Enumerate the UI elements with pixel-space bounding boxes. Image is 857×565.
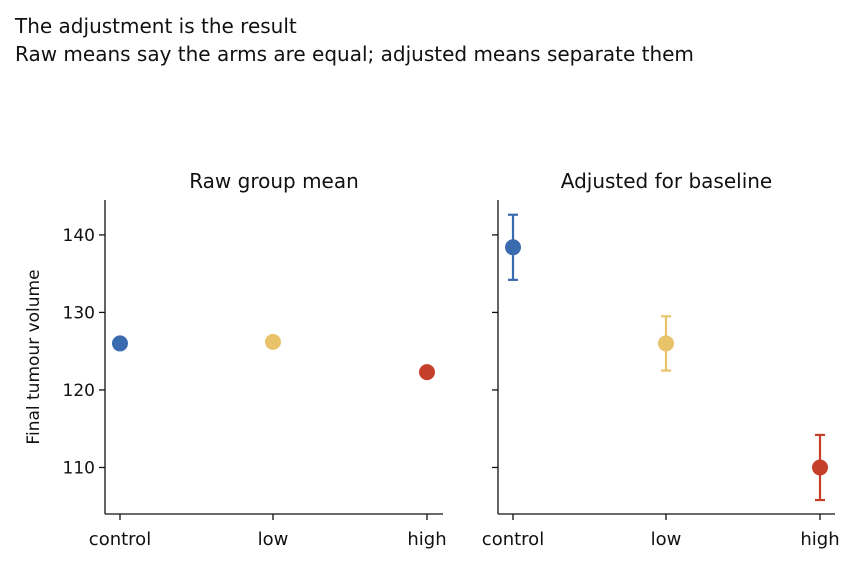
x-tick-label: low [258, 529, 289, 550]
x-tick-label: control [482, 529, 544, 550]
figure-title: The adjustment is the result [15, 14, 297, 38]
point-low [658, 335, 674, 352]
panel-title: Adjusted for baseline [561, 169, 773, 193]
chart-header: The adjustment is the result Raw means s… [15, 12, 694, 68]
point-high [419, 364, 435, 381]
point-control [505, 239, 521, 256]
y-tick-label: 120 [63, 381, 95, 401]
y-axis-label: Final tumour volume [24, 269, 44, 444]
point-low [265, 333, 281, 350]
x-tick-label: high [800, 529, 839, 550]
y-tick-label: 130 [63, 303, 95, 323]
x-tick-label: low [651, 529, 682, 550]
x-tick-label: control [89, 529, 151, 550]
y-tick-label: 140 [63, 226, 95, 246]
point-control [112, 335, 128, 352]
y-tick-label: 110 [63, 458, 95, 478]
panel-title: Raw group mean [189, 169, 359, 193]
x-tick-label: high [407, 529, 446, 550]
figure-subtitle: Raw means say the arms are equal; adjust… [15, 42, 694, 66]
point-high [812, 459, 828, 476]
